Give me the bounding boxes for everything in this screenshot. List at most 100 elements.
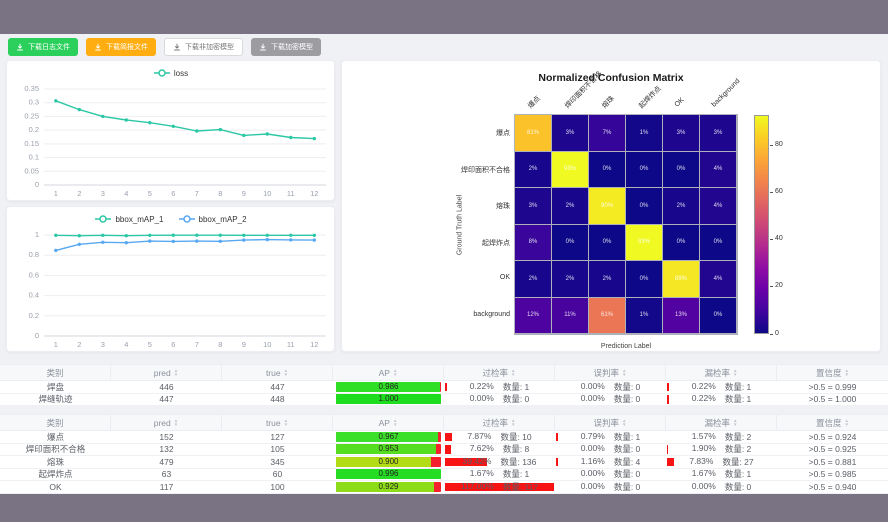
rate-value: 0.00% (580, 381, 605, 391)
rate-count: 数量: 2 (724, 431, 752, 442)
svg-text:0: 0 (35, 180, 39, 189)
legend-item-bbox_mAP_2[interactable]: bbox_mAP_2 (178, 214, 247, 224)
cell-true-value: 447 (270, 381, 285, 392)
col-header-misjudge-rate[interactable]: 误判率 ▲ ▼ (555, 365, 666, 380)
col-header-label: true (265, 417, 281, 428)
col-header-pred[interactable]: pred ▲ ▼ (111, 365, 222, 380)
sort-caret-icon[interactable]: ▲ ▼ (844, 368, 849, 377)
ap-value: 0.929 (378, 481, 399, 491)
col-header-ap[interactable]: AP ▲ ▼ (333, 365, 444, 380)
download-icon (260, 43, 266, 51)
table-row: 焊盘 446 447 0.986 0.22% 数量: 1 0.00% 数量: 0 0.22% 数量… (0, 381, 888, 394)
cell-true: 100 (222, 481, 333, 493)
cell-ap: 0.929 (333, 481, 444, 493)
colorbar-tick-label: 60 (775, 188, 783, 196)
sort-caret-icon[interactable]: ▲ ▼ (283, 418, 289, 427)
sort-caret-icon[interactable]: ▲ ▼ (392, 368, 398, 377)
sort-caret-icon[interactable]: ▲ ▼ (511, 418, 516, 427)
sort-caret-icon[interactable]: ▲ ▼ (622, 418, 627, 427)
col-header-label: 过检率 (482, 417, 509, 428)
map-chart-plot: 0 0.2 0.4 0.6 0.8 1 1 2 3 4 5 6 7 8 9 10 11 12 (8, 228, 333, 350)
ap-bar: 0.986 (336, 381, 441, 392)
map-chart-legend: bbox_mAP_1 bbox_mAP_2 (7, 207, 334, 227)
rate-count: 数量: 1 (613, 431, 641, 442)
download-icon (174, 43, 180, 51)
download-log-button[interactable]: 下载日志文件 (8, 38, 78, 56)
sort-caret-icon[interactable]: ▲ ▼ (511, 368, 516, 377)
sort-caret-icon[interactable]: ▲ ▼ (392, 418, 398, 427)
sort-caret-icon[interactable]: ▲ ▼ (622, 368, 627, 377)
colorbar-tick-label: 80 (775, 141, 783, 149)
rate-bar (445, 482, 554, 491)
col-header-confidence[interactable]: 置信度 ▲ ▼ (777, 415, 888, 430)
table-header-row: 类别 pred ▲ ▼ true ▲ ▼ AP ▲ ▼ 过检率 ▲ ▼ 误判率 ▲ ▼ 漏检率 ▲ ▼ 置信度 ▲ ▼ (0, 364, 888, 381)
confusion-matrix-cell: 93% (626, 224, 662, 260)
svg-text:0: 0 (35, 331, 39, 340)
col-header-miss-rate[interactable]: 漏检率 ▲ ▼ (666, 415, 777, 430)
confusion-matrix-card: Normalized Confusion Matrix 81% 3% 7% 1% 3% 3… (341, 60, 881, 352)
rate-value: 0.79% (580, 431, 605, 441)
col-header-overdetect-rate[interactable]: 过检率 ▲ ▼ (444, 415, 555, 430)
col-header-label: 置信度 (816, 417, 842, 428)
colorbar-tick-label: 0 (775, 329, 779, 337)
cell-pred: 152 (111, 431, 222, 443)
rate-value: 0.00% (580, 443, 605, 454)
sort-caret-icon[interactable]: ▲ ▼ (844, 418, 849, 427)
col-header-pred[interactable]: pred ▲ ▼ (111, 415, 222, 430)
cm-col-label: OK (673, 96, 686, 109)
col-header-true[interactable]: true ▲ ▼ (222, 365, 333, 380)
cell-pred-value: 479 (159, 456, 174, 467)
col-header-misjudge-rate[interactable]: 误判率 ▲ ▼ (555, 415, 666, 430)
download-encrypted-model-button[interactable]: 下载加密模型 (251, 38, 321, 56)
map-plot-svg: 00.20.40.60.811 2 3 4 5 6 7 8 9 10 11 12 (29, 230, 326, 349)
cell-pred: 117 (111, 481, 222, 493)
sort-caret-icon[interactable]: ▲ ▼ (733, 418, 738, 427)
confusion-matrix-cell: 0% (663, 224, 699, 260)
col-header-ap[interactable]: AP ▲ ▼ (333, 415, 444, 430)
ap-value: 0.967 (378, 431, 399, 441)
col-header-overdetect-rate[interactable]: 过检率 ▲ ▼ (444, 365, 555, 380)
rate-value: 0.00% (691, 481, 716, 491)
confusion-matrix-cell: 0% (626, 261, 662, 297)
download-unencrypted-model-button[interactable]: 下载非加密模型 (164, 38, 243, 56)
cm-row-label: 起焊炸点 (482, 239, 510, 247)
col-header-label: 过检率 (482, 367, 509, 378)
svg-text:0.3: 0.3 (29, 98, 39, 107)
cell-miss-rate: 1.90% 数量: 2 (666, 444, 777, 456)
cell-pred: 63 (111, 469, 222, 481)
sort-caret-icon[interactable]: ▲ ▼ (283, 368, 289, 377)
cell-confidence-value: >0.5 = 0.925 (808, 444, 857, 455)
confusion-matrix-cell: 8% (515, 224, 551, 260)
rate-count: 数量: 27 (722, 456, 754, 467)
svg-text:0.25: 0.25 (24, 111, 39, 120)
cm-row-label: OK (499, 274, 510, 282)
download-report-button[interactable]: 下载简报文件 (86, 38, 156, 56)
confusion-matrix-cell: 93% (552, 151, 588, 187)
legend-item-bbox_mAP_1[interactable]: bbox_mAP_1 (94, 214, 164, 224)
sort-caret-icon[interactable]: ▲ ▼ (733, 368, 738, 377)
cm-row-label: 熔珠 (496, 203, 510, 211)
ap-bar: 0.929 (336, 481, 441, 492)
cell-pred: 132 (111, 444, 222, 456)
rate-bar (667, 395, 669, 404)
svg-text:11: 11 (287, 340, 295, 349)
cell-true-value: 105 (270, 444, 285, 455)
col-header-confidence[interactable]: 置信度 ▲ ▼ (777, 365, 888, 380)
cell-true-value: 345 (270, 456, 285, 467)
cell-true: 127 (222, 431, 333, 443)
ap-value: 0.900 (378, 456, 399, 466)
svg-text:10: 10 (263, 340, 271, 349)
col-header-label: AP (378, 417, 390, 428)
col-header-true[interactable]: true ▲ ▼ (222, 415, 333, 430)
cell-confidence-value: >0.5 = 0.881 (808, 456, 857, 467)
cell-miss-rate: 1.67% 数量: 1 (666, 469, 777, 481)
legend-marker-icon (153, 69, 170, 77)
col-header-miss-rate[interactable]: 漏检率 ▲ ▼ (666, 365, 777, 380)
legend-item-loss[interactable]: loss (153, 68, 188, 78)
cell-miss-rate: 0.22% 数量: 1 (666, 394, 777, 406)
rate-value: 1.90% (691, 443, 716, 454)
sort-caret-icon[interactable]: ▲ ▼ (173, 418, 179, 427)
rate-count: 数量: 10 (500, 431, 532, 442)
sort-caret-icon[interactable]: ▲ ▼ (173, 368, 179, 377)
cell-ap: 0.967 (333, 431, 444, 443)
